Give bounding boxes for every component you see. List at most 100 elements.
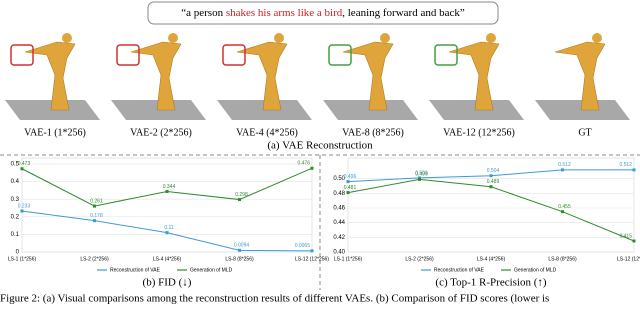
body-render <box>130 41 182 111</box>
y-tick-label: 0.3 <box>11 197 20 203</box>
prompt-box <box>147 1 499 25</box>
point <box>346 180 350 184</box>
legend-label: Reconstruction of VAE <box>110 267 161 273</box>
body-render <box>554 41 606 111</box>
data-label: 0.261 <box>90 198 103 204</box>
data-label: 0.473 <box>18 161 31 167</box>
data-label: 0.499 <box>415 172 428 178</box>
head-render <box>380 33 390 43</box>
render-label: VAE-1 (1*256) <box>24 127 86 138</box>
data-label: 0.512 <box>558 162 571 168</box>
x-tick-label: LS-8 (8*256) <box>548 256 577 262</box>
point <box>489 185 493 189</box>
y-tick-label: 0.2 <box>11 214 20 220</box>
render-label: GT <box>578 127 591 138</box>
y-tick-label: 0.1 <box>11 232 20 238</box>
point <box>238 198 241 202</box>
highlight-box <box>116 44 140 66</box>
head-render <box>168 33 178 43</box>
data-label: 0.504 <box>487 168 500 174</box>
data-label: 0.455 <box>558 204 571 210</box>
point <box>561 168 564 172</box>
point <box>632 239 636 243</box>
data-label: 0.415 <box>619 233 632 239</box>
render-label: VAE-4 (4*256) <box>236 127 298 138</box>
series-line <box>347 178 635 242</box>
data-label: 0.178 <box>90 213 103 219</box>
chart-title: (c) Top-1 R-Precision (↑) <box>435 277 546 289</box>
body-render <box>342 41 394 111</box>
x-tick-label: LS-8 (8*256) <box>225 256 254 262</box>
point <box>165 231 169 235</box>
highlight-box <box>10 44 34 66</box>
y-tick-label: 0.44 <box>333 220 345 226</box>
y-tick-label: 0.40 <box>333 250 345 256</box>
point <box>93 219 96 223</box>
point <box>561 210 564 214</box>
x-tick-label: LS-12 (12*256) <box>295 256 329 262</box>
render-label: VAE-12 (12*256) <box>443 127 515 138</box>
chart-title: (b) FID (↓) <box>143 277 192 289</box>
y-tick-label: 0.46 <box>333 206 345 212</box>
point <box>165 189 169 193</box>
caption: (a) VAE Reconstruction <box>267 140 373 152</box>
point <box>20 167 24 171</box>
data-label: 0.501 <box>415 170 428 176</box>
point <box>346 191 350 195</box>
data-label: 0.496 <box>344 174 357 180</box>
legend-label: Generation of MLD <box>190 267 233 273</box>
figure-caption: Figure 2: (a) Visual comparisons among t… <box>0 293 549 305</box>
x-tick-label: LS-4 (4*256) <box>477 256 506 262</box>
x-tick-label: LS-1 (1*256) <box>8 256 37 262</box>
highlight-box <box>328 44 352 66</box>
point <box>418 177 421 181</box>
data-label: 0.0094 <box>234 243 250 249</box>
y-tick-label: 0.42 <box>333 235 345 241</box>
plot-area <box>21 157 313 253</box>
data-label: 0.512 <box>619 162 632 168</box>
x-tick-label: LS-12 (12*256) <box>617 256 640 262</box>
y-tick-label: 0.48 <box>333 191 345 197</box>
head-render <box>592 33 602 43</box>
x-tick-label: LS-1 (1*256) <box>334 256 363 262</box>
data-label: 0.476 <box>297 161 310 167</box>
prompt-text: , leaning forward and back” <box>342 7 465 19</box>
legend-label: Reconstruction of VAE <box>434 267 485 273</box>
data-label: 0.344 <box>163 184 176 190</box>
point <box>20 209 24 213</box>
y-tick-label: 0.50 <box>333 176 345 182</box>
x-tick-label: LS-2 (2*256) <box>405 256 434 262</box>
data-label: 0.489 <box>487 179 500 185</box>
render-label: VAE-8 (8*256) <box>342 127 404 138</box>
head-render <box>274 33 284 43</box>
point <box>238 248 241 252</box>
render-label: VAE-2 (2*256) <box>130 127 192 138</box>
y-tick-label: 0.5 <box>11 162 20 168</box>
data-label: 0.298 <box>235 192 248 198</box>
body-render <box>448 41 500 111</box>
legend-label: Generation of MLD <box>514 267 557 273</box>
y-tick-label: 0 <box>16 250 20 256</box>
prompt-highlight: shakes his arms like a bird <box>226 7 343 19</box>
x-tick-label: LS-4 (4*256) <box>153 256 182 262</box>
data-label: 0.481 <box>344 185 357 191</box>
highlight-box <box>434 44 458 66</box>
head-render <box>486 33 496 43</box>
point <box>310 166 314 170</box>
point <box>310 249 314 253</box>
head-render <box>62 33 72 43</box>
point <box>93 204 96 208</box>
data-label: 0.0065 <box>295 243 311 249</box>
y-tick-label: 0.4 <box>11 179 20 185</box>
x-tick-label: LS-2 (2*256) <box>80 256 109 262</box>
point <box>489 174 493 178</box>
highlight-box <box>222 44 246 66</box>
prompt: “a person shakes his arms like a bird, l… <box>181 7 465 19</box>
data-label: 0.11 <box>164 225 174 231</box>
body-render <box>24 41 76 111</box>
body-render <box>236 41 288 111</box>
point <box>632 168 636 172</box>
prompt-text: “a person <box>181 7 226 19</box>
